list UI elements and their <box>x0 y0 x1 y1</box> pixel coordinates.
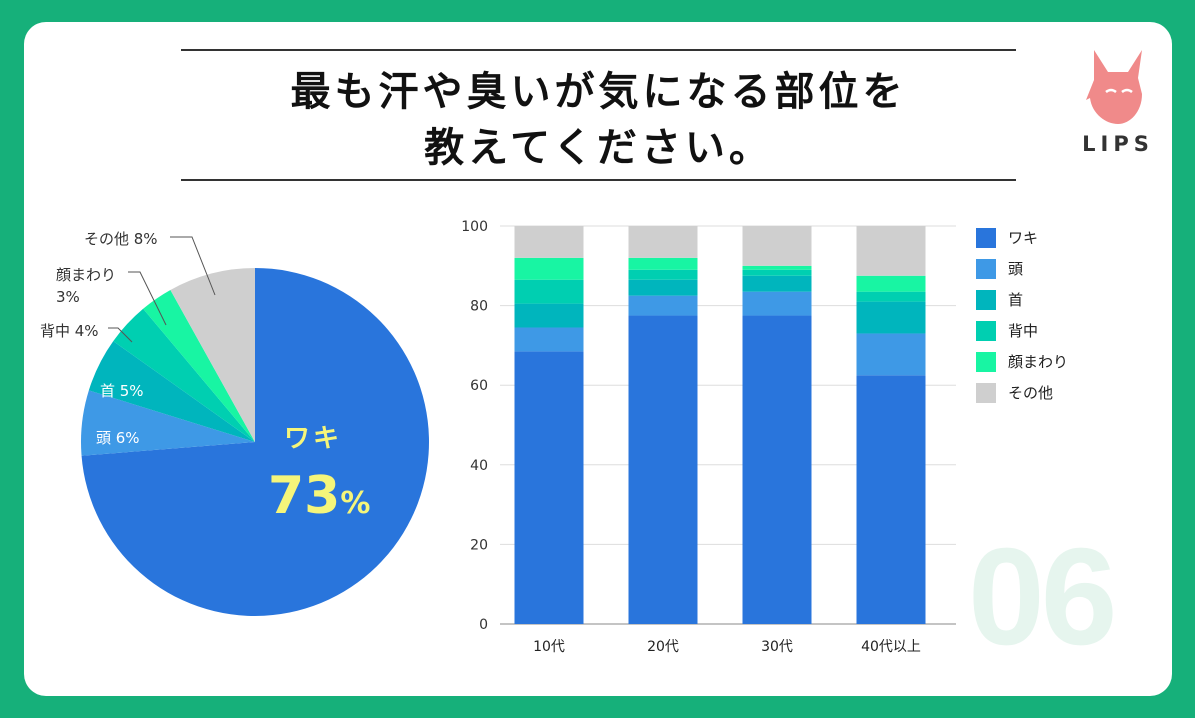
legend-swatch <box>976 258 996 279</box>
pie-label-atama: 頭 6% <box>96 429 140 447</box>
bar-segment-30代-首 <box>742 275 812 292</box>
x-tick-label: 10代 <box>533 639 565 655</box>
x-tick-label: 40代以上 <box>861 639 921 655</box>
pie-label-waki-name: ワキ <box>284 424 343 454</box>
bar-segment-30代-頭 <box>742 291 812 316</box>
leader-senaka <box>108 327 133 343</box>
y-tick-label: 20 <box>470 537 488 553</box>
legend-swatch <box>976 320 996 341</box>
leader-sonota <box>170 236 216 296</box>
waki-value-number: 73 <box>268 466 341 526</box>
legend-swatch <box>976 382 996 403</box>
bar-segment-20代-その他 <box>628 226 698 258</box>
title-line-1: 最も汗や臭いが気になる部位を <box>290 69 907 115</box>
legend-swatch <box>976 289 996 310</box>
bar-segment-10代-首 <box>514 303 584 328</box>
bar-segment-20代-背中 <box>628 269 698 280</box>
legend-label: その他 <box>1008 384 1054 402</box>
lips-logo-icon <box>1086 50 1142 124</box>
y-tick-label: 60 <box>470 378 488 394</box>
page-number: 06 <box>968 520 1117 674</box>
pie-slice-ワキ <box>81 268 429 616</box>
bar-segment-10代-顔まわり <box>514 257 584 280</box>
x-tick-label: 30代 <box>761 639 793 655</box>
pie-slice-顔まわり <box>143 289 255 442</box>
page-title: 最も汗や臭いが気になる部位を 教えてください。 <box>181 64 1016 176</box>
title-rule-top <box>181 49 1016 51</box>
bar-segment-10代-ワキ <box>514 351 584 624</box>
title-rule-bottom <box>181 179 1016 181</box>
legend-item: 頭 <box>976 253 1068 284</box>
pie-label-sonota: その他 8% <box>84 230 158 248</box>
pie-slice-頭 <box>81 390 255 456</box>
pie-label-kao-1: 顔まわり <box>56 266 117 284</box>
legend-label: ワキ <box>1008 229 1039 247</box>
legend-item: 背中 <box>976 315 1068 346</box>
bar-segment-40代以上-顔まわり <box>856 275 926 292</box>
bar-segment-20代-首 <box>628 279 698 296</box>
bar-segment-40代以上-その他 <box>856 226 926 276</box>
x-tick-label: 20代 <box>647 639 679 655</box>
bar-segment-30代-顔まわり <box>742 265 812 270</box>
title-line-2: 教えてください。 <box>424 125 773 171</box>
bar-segment-20代-頭 <box>628 295 698 316</box>
bar-segment-10代-その他 <box>514 226 584 258</box>
legend-swatch <box>976 227 996 248</box>
y-tick-label: 80 <box>470 299 488 315</box>
logo-text: LIPS <box>1082 132 1154 156</box>
y-tick-label: 100 <box>461 219 488 235</box>
pie-slice-首 <box>88 341 255 442</box>
legend-item: 顔まわり <box>976 346 1068 377</box>
legend-label: 顔まわり <box>1008 353 1069 371</box>
y-tick-label: 40 <box>470 458 488 474</box>
bar-segment-20代-顔まわり <box>628 257 698 270</box>
pie-label-kao-2: 3% <box>56 288 80 306</box>
legend-label: 頭 <box>1008 260 1024 278</box>
bar-segment-30代-その他 <box>742 226 812 266</box>
bar-segment-40代以上-首 <box>856 301 926 334</box>
bar-segment-40代以上-頭 <box>856 333 926 376</box>
pie-label-waki-value: 73% <box>268 466 370 526</box>
y-tick-label: 0 <box>479 617 488 633</box>
bar-segment-40代以上-背中 <box>856 291 926 302</box>
legend-item: ワキ <box>976 222 1068 253</box>
waki-value-unit: % <box>340 486 371 521</box>
legend-item: 首 <box>976 284 1068 315</box>
bar-segment-30代-ワキ <box>742 315 812 624</box>
bar-segment-10代-背中 <box>514 279 584 304</box>
bar-segment-20代-ワキ <box>628 315 698 624</box>
pie-label-senaka: 背中 4% <box>40 322 99 340</box>
legend-label: 首 <box>1008 291 1024 309</box>
bar-segment-10代-頭 <box>514 327 584 352</box>
pie-slice-背中 <box>113 308 255 442</box>
pie-slice-その他 <box>170 268 255 442</box>
legend-item: その他 <box>976 377 1068 408</box>
chart-legend: ワキ頭首背中顔まわりその他 <box>976 222 1068 408</box>
legend-swatch <box>976 351 996 372</box>
bar-segment-40代以上-ワキ <box>856 375 926 624</box>
bar-segment-30代-背中 <box>742 269 812 276</box>
pie-label-kubi: 首 5% <box>100 382 144 400</box>
legend-label: 背中 <box>1008 322 1039 340</box>
leader-kao <box>128 271 167 326</box>
